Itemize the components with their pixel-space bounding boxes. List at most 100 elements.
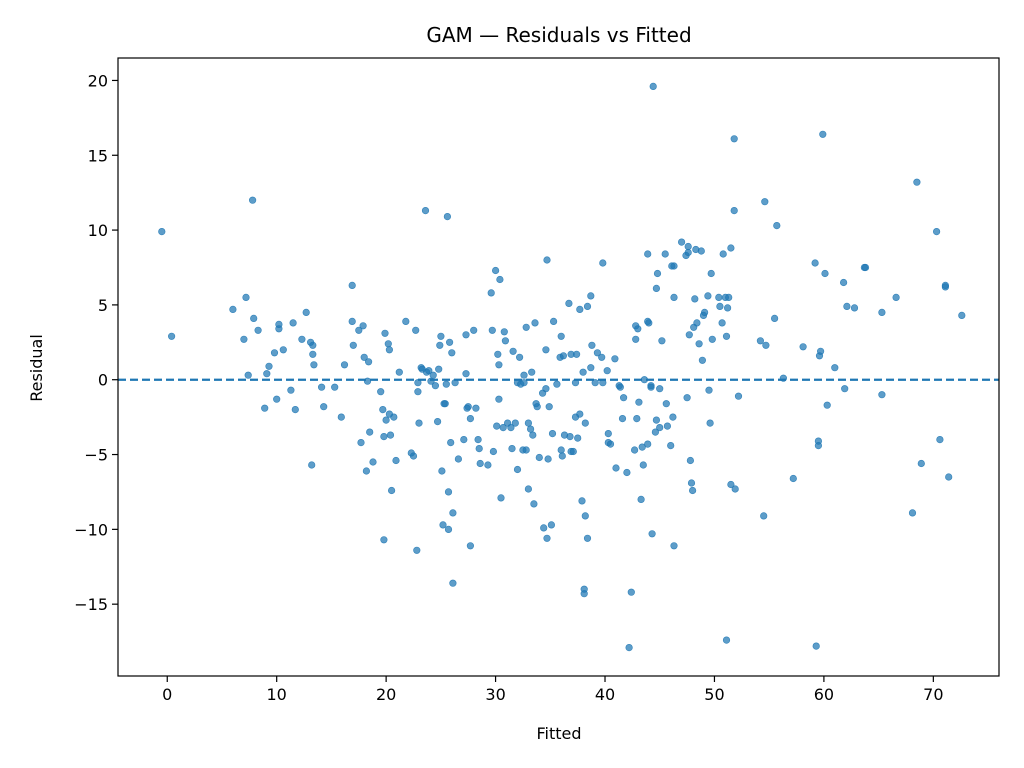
data-point xyxy=(263,370,271,378)
data-point xyxy=(695,340,703,348)
data-point xyxy=(603,367,611,375)
data-point xyxy=(522,446,530,454)
data-point xyxy=(497,494,505,502)
data-point xyxy=(634,325,642,333)
data-point xyxy=(892,293,900,302)
data-point xyxy=(704,292,712,300)
data-point xyxy=(270,349,279,357)
data-point xyxy=(464,403,472,411)
points-layer xyxy=(158,82,966,652)
data-point xyxy=(606,440,615,448)
data-point xyxy=(495,395,503,403)
data-point xyxy=(309,341,317,349)
data-point xyxy=(638,443,646,451)
data-point xyxy=(513,465,522,474)
data-point xyxy=(524,485,533,493)
data-point xyxy=(651,428,660,436)
y-tick-label: 15 xyxy=(88,146,108,165)
data-point xyxy=(438,467,446,475)
data-point xyxy=(385,346,394,354)
data-point xyxy=(821,269,829,278)
data-point xyxy=(380,536,388,544)
data-point xyxy=(698,356,707,364)
data-point xyxy=(495,361,503,369)
y-tick-label: 0 xyxy=(98,371,108,390)
data-point xyxy=(229,305,237,314)
data-point xyxy=(640,376,649,384)
data-point xyxy=(528,368,536,376)
data-point xyxy=(913,178,921,186)
data-point xyxy=(279,346,287,354)
y-tick-label: −5 xyxy=(84,446,108,465)
data-point xyxy=(652,284,661,293)
data-point xyxy=(587,364,595,372)
data-point xyxy=(381,329,389,337)
data-point xyxy=(812,642,820,650)
data-point xyxy=(623,468,631,477)
data-point xyxy=(843,302,851,311)
data-point xyxy=(878,308,886,317)
data-point xyxy=(566,433,574,441)
data-point xyxy=(442,380,450,388)
data-point xyxy=(656,385,664,393)
data-point xyxy=(861,263,870,272)
x-axis-title: Fitted xyxy=(536,724,581,743)
data-point xyxy=(716,302,724,311)
data-point xyxy=(380,433,388,441)
data-point xyxy=(722,332,731,340)
data-point xyxy=(449,579,457,587)
data-point xyxy=(535,453,543,462)
data-point xyxy=(414,388,422,396)
data-point xyxy=(363,377,372,385)
data-point xyxy=(421,207,430,215)
data-point xyxy=(618,415,627,423)
x-tick-label: 20 xyxy=(376,685,396,704)
data-point xyxy=(487,289,495,297)
y-tick-label: 5 xyxy=(98,296,108,315)
data-point xyxy=(734,392,743,400)
data-point xyxy=(730,207,738,215)
data-point xyxy=(437,332,445,340)
data-point xyxy=(811,259,819,267)
data-point xyxy=(688,486,697,495)
data-point xyxy=(543,256,551,264)
data-point xyxy=(559,352,568,360)
data-point xyxy=(941,283,950,291)
data-point xyxy=(761,198,769,206)
data-point xyxy=(466,542,475,550)
data-point xyxy=(529,431,537,439)
data-point xyxy=(310,361,318,369)
data-point xyxy=(451,379,459,387)
data-point xyxy=(669,413,677,421)
data-point xyxy=(448,349,456,357)
data-point xyxy=(291,406,299,414)
data-point xyxy=(522,323,530,331)
data-point xyxy=(309,350,317,358)
data-point xyxy=(799,343,807,351)
data-point xyxy=(839,278,848,287)
data-point xyxy=(705,386,713,394)
data-point xyxy=(819,130,827,138)
data-point xyxy=(558,452,566,460)
data-point xyxy=(441,400,449,408)
data-point xyxy=(158,228,166,236)
plot-frame xyxy=(117,57,1000,677)
data-point xyxy=(489,447,498,456)
data-point xyxy=(475,445,483,453)
data-point xyxy=(526,425,535,433)
data-point xyxy=(850,304,859,312)
data-point xyxy=(648,530,656,538)
data-point xyxy=(359,322,367,330)
data-point xyxy=(414,379,422,387)
data-point xyxy=(604,430,612,438)
data-point xyxy=(630,446,639,454)
data-point xyxy=(499,424,507,432)
data-point xyxy=(762,341,770,349)
data-point xyxy=(533,403,541,411)
data-point xyxy=(542,346,550,354)
data-point xyxy=(677,238,686,246)
data-point xyxy=(509,347,517,355)
data-point xyxy=(540,524,548,532)
data-point xyxy=(520,379,528,387)
data-point xyxy=(261,404,269,412)
